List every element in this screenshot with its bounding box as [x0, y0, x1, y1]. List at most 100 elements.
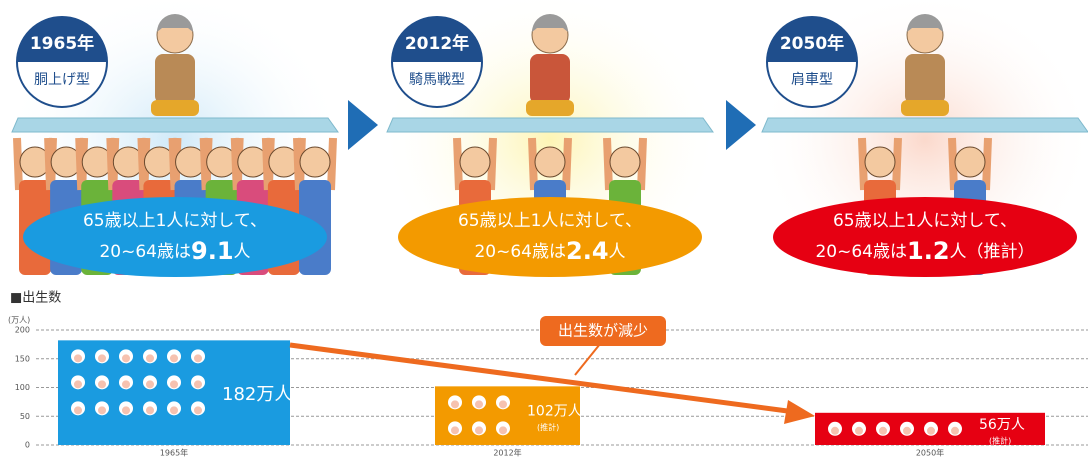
- x-tick-label: 1965年: [160, 448, 188, 458]
- ratio: 9.1: [191, 237, 234, 265]
- value-label: 56万人: [979, 417, 1025, 433]
- baby-face: [98, 406, 106, 415]
- ratio: 2.4: [566, 237, 609, 265]
- baby-face: [855, 426, 863, 435]
- baby-face: [927, 426, 935, 435]
- baby-face: [831, 426, 839, 435]
- supporter-head: [954, 146, 986, 178]
- callout-pointer: [574, 343, 601, 376]
- baby-face: [98, 380, 106, 389]
- bubble-line2: 20~64歳は9.1人: [99, 237, 250, 265]
- elder-legs: [151, 100, 199, 116]
- value-label: 182万人: [222, 384, 292, 405]
- bubble-line2: 20~64歳は2.4人: [474, 237, 625, 265]
- elder-body: [905, 54, 945, 104]
- year-label: 2012年: [405, 33, 469, 54]
- baby-face: [146, 380, 154, 389]
- value-label: 102万人: [527, 404, 582, 420]
- elder-legs: [526, 100, 574, 116]
- elder-hair: [532, 14, 568, 32]
- baby-face: [170, 380, 178, 389]
- year-badge-top: [17, 17, 107, 62]
- baby-face: [146, 354, 154, 363]
- y-axis-label: (万人): [8, 316, 30, 325]
- elder-body: [155, 54, 195, 104]
- bubble-prefix: 20~64歳は: [99, 242, 191, 262]
- bubble: [773, 197, 1077, 277]
- callout: [540, 316, 666, 346]
- bubble: [23, 197, 327, 277]
- arm: [948, 137, 992, 191]
- trend-arrow-head: [784, 400, 815, 424]
- y-tick-label: 100: [15, 383, 30, 392]
- elder-body: [530, 54, 570, 104]
- supporter-head: [609, 146, 641, 178]
- baby-face: [122, 380, 130, 389]
- x-tick-label: 2050年: [916, 448, 944, 458]
- baby-face: [194, 380, 202, 389]
- baby-face: [98, 354, 106, 363]
- baby-face: [122, 406, 130, 415]
- board: [386, 117, 714, 133]
- baby-face: [451, 426, 459, 435]
- baby-face: [74, 380, 82, 389]
- y-tick-label: 150: [15, 354, 30, 363]
- baby-face: [879, 426, 887, 435]
- bubble-prefix: 20~64歳は: [474, 242, 566, 262]
- trend-arrow: [289, 342, 796, 415]
- year-badge-top: [392, 17, 482, 62]
- baby-face: [122, 354, 130, 363]
- baby-face: [499, 426, 507, 435]
- year-label: 2050年: [780, 33, 844, 54]
- ratio: 1.2: [907, 237, 950, 265]
- bubble-line1: 65歳以上1人に対して、: [833, 211, 1017, 231]
- baby-face: [74, 406, 82, 415]
- supporter-head: [299, 146, 331, 178]
- value-note: (推計): [989, 435, 1011, 445]
- arrow: [726, 100, 756, 150]
- callout-text: 出生数が減少: [558, 322, 648, 340]
- chart-title: ■出生数: [10, 291, 61, 306]
- type-label: 胴上げ型: [34, 72, 90, 88]
- type-label: 騎馬戦型: [409, 72, 465, 88]
- arm: [293, 137, 337, 191]
- supporter-head: [534, 146, 566, 178]
- baby-face: [499, 400, 507, 409]
- baby-face: [951, 426, 959, 435]
- y-tick-label: 200: [15, 326, 30, 335]
- baby-face: [74, 354, 82, 363]
- board: [761, 117, 1088, 133]
- elder-legs: [901, 100, 949, 116]
- arm: [528, 137, 572, 191]
- ratio-unit: 人（推計）: [950, 242, 1035, 262]
- bubble-line2: 20~64歳は1.2人（推計）: [815, 237, 1034, 265]
- bubble: [398, 197, 702, 277]
- year-label: 1965年: [30, 33, 94, 54]
- supporter-head: [459, 146, 491, 178]
- year-badge-top: [767, 17, 857, 62]
- bar: [435, 386, 580, 445]
- supporter-head: [864, 146, 896, 178]
- arm: [453, 137, 497, 191]
- type-label: 肩車型: [791, 71, 833, 88]
- bubble-line1: 65歳以上1人に対して、: [458, 211, 642, 231]
- arrow: [348, 100, 378, 150]
- elder-hair: [157, 14, 193, 32]
- baby-face: [451, 400, 459, 409]
- baby-face: [146, 406, 154, 415]
- board: [11, 117, 339, 133]
- arm: [603, 137, 647, 191]
- ratio-unit: 人: [609, 242, 626, 262]
- arm: [858, 137, 902, 191]
- y-tick-label: 50: [20, 412, 30, 421]
- elder-hair: [907, 14, 943, 32]
- baby-face: [475, 400, 483, 409]
- baby-face: [903, 426, 911, 435]
- bubble-line1: 65歳以上1人に対して、: [83, 211, 267, 231]
- baby-face: [194, 406, 202, 415]
- baby-face: [170, 354, 178, 363]
- x-tick-label: 2012年: [493, 448, 521, 458]
- ratio-unit: 人: [234, 242, 251, 262]
- baby-face: [170, 406, 178, 415]
